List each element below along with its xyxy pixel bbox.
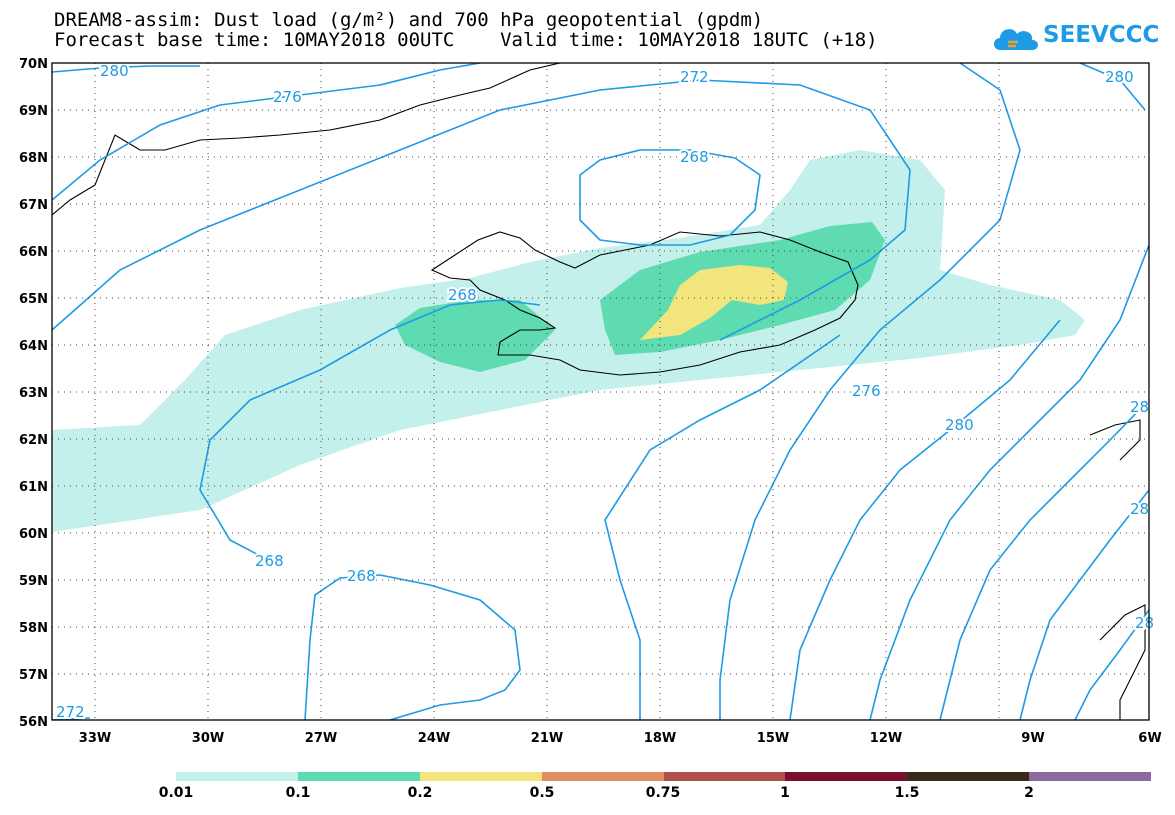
coastlines <box>52 63 1146 720</box>
contour-280-nw <box>52 65 200 73</box>
lat-label: 64N <box>19 339 48 354</box>
colorbar-segment <box>297 772 420 781</box>
latitude-labels: 70N 69N 68N 67N 66N 65N 64N 63N 62N 61N … <box>19 57 48 730</box>
contour-label: 268 <box>448 286 477 304</box>
map-subtitle: Forecast base time: 10MAY2018 00UTC Vali… <box>54 29 878 51</box>
geopotential-contours <box>52 63 1149 720</box>
contour-268-west <box>199 299 541 561</box>
lat-label: 69N <box>19 104 48 119</box>
lon-label: 9W <box>1021 731 1044 746</box>
colorbar-segment <box>419 772 542 781</box>
lat-label: 65N <box>19 292 48 307</box>
logo-text: SEEVCCC <box>1043 22 1160 48</box>
lat-label: 63N <box>19 386 48 401</box>
contour-276-east <box>719 63 1021 720</box>
map-frame <box>51 62 1150 721</box>
lon-label: 12W <box>870 731 902 746</box>
contour-label: 276 <box>852 382 881 400</box>
contour-label: 28 <box>1130 500 1149 518</box>
contour-label: 268 <box>347 567 376 585</box>
cloud-icon <box>994 29 1038 50</box>
colorbar-tick: 0.01 <box>158 785 194 801</box>
lon-label: 18W <box>644 731 676 746</box>
contour-label: 280 <box>1105 68 1134 86</box>
dust-area-level2 <box>395 300 555 372</box>
lat-label: 60N <box>19 527 48 542</box>
lat-label: 57N <box>19 668 48 683</box>
contour-label: 280 <box>945 416 974 434</box>
colorbar-segment <box>907 772 1030 781</box>
colorbar-tick: 0.1 <box>285 785 311 801</box>
lon-label: 21W <box>531 731 563 746</box>
colorbar-tick: 1 <box>780 785 790 801</box>
contour-284b <box>1019 489 1149 720</box>
lon-label: 6W <box>1138 731 1161 746</box>
colorbar-segment <box>176 772 298 781</box>
dust-area-level3 <box>640 265 788 340</box>
contour-label: 268 <box>680 148 709 166</box>
contour-label: 28 <box>1130 398 1149 416</box>
lat-label: 62N <box>19 433 48 448</box>
seevccc-logo <box>994 29 1038 50</box>
contour-272 <box>52 79 911 341</box>
contour-280-center <box>789 319 1061 720</box>
lon-label: 27W <box>305 731 337 746</box>
lon-label: 30W <box>192 731 224 746</box>
lat-label: 61N <box>19 480 48 495</box>
contour-276-center <box>604 334 841 720</box>
colorbar-tick: 0.5 <box>529 785 555 801</box>
contour-276-nw <box>52 63 481 201</box>
colorbar-segment <box>785 772 908 781</box>
contour-284a <box>939 399 1149 720</box>
contour-268-south <box>304 574 521 720</box>
contour-label: 268 <box>255 552 284 570</box>
contour-label: 272 <box>56 703 85 721</box>
colorbar-tick: 0.75 <box>645 785 681 801</box>
lat-label: 58N <box>19 621 48 636</box>
lon-label: 15W <box>757 731 789 746</box>
lat-label: 68N <box>19 151 48 166</box>
contour-label: 272 <box>680 68 709 86</box>
lat-label: 66N <box>19 245 48 260</box>
contour-label: 28 <box>1135 614 1154 632</box>
colorbar-segment <box>1029 772 1151 781</box>
colorbar <box>176 772 1151 781</box>
colorbar-segment <box>541 772 664 781</box>
colorbar-tick: 0.2 <box>407 785 433 801</box>
colorbar-tick: 2 <box>1024 785 1034 801</box>
contour-label: 276 <box>273 88 302 106</box>
contour-280-ne <box>1079 63 1146 111</box>
lon-label: 24W <box>418 731 450 746</box>
longitude-labels: 33W 30W 27W 24W 21W 18W 15W 12W 9W 6W <box>79 731 1162 746</box>
lon-label: 33W <box>79 731 111 746</box>
contour-label: 280 <box>100 62 129 80</box>
contour-268-low <box>579 149 761 246</box>
lat-label: 56N <box>19 715 48 730</box>
lat-label: 70N <box>19 57 48 72</box>
colorbar-tick: 1.5 <box>894 785 920 801</box>
dust-area-level1 <box>52 150 1085 532</box>
colorbar-segment <box>663 772 786 781</box>
lat-label: 67N <box>19 198 48 213</box>
contour-280-east2 <box>869 244 1149 720</box>
lat-label: 59N <box>19 574 48 589</box>
map-title: DREAM8-assim: Dust load (g/m²) and 700 h… <box>54 9 764 31</box>
contour-labels: 280 276 272 268 268 268 268 276 280 272 … <box>54 60 1156 723</box>
contour-284c <box>1074 609 1149 720</box>
